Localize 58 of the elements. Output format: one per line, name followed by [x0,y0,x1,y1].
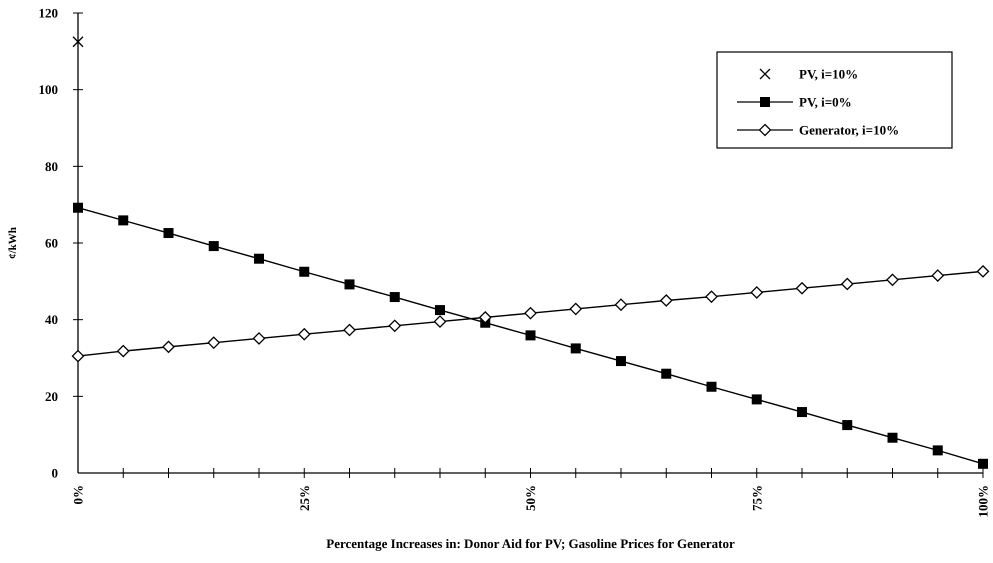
point [752,394,762,404]
point [388,320,401,332]
point [932,445,943,456]
point [72,350,84,362]
point [73,202,83,213]
point [72,36,84,48]
point [886,274,899,286]
y-tick-label: 100 [38,82,58,98]
point [570,343,581,354]
point [252,332,266,345]
x-tick-label: 100% [976,485,991,518]
point [117,344,130,358]
point [390,292,400,302]
y-tick-label: 20 [45,388,58,404]
point [162,340,175,354]
point [164,228,174,238]
point [208,336,220,349]
x-axis-title: Percentage Increases in: Donor Aid for PV; Gasoline Prices for Generator [326,536,735,551]
point [254,254,264,264]
x-tick-label: 25% [296,485,312,511]
point [932,269,944,282]
point [661,368,672,379]
legend-label: PV, i=0% [799,94,852,110]
legend-label: PV, i=10% [799,66,858,82]
point [841,278,854,290]
x-tick-label: 75% [749,485,764,511]
x-tick-label: 50% [523,485,538,511]
point [298,328,310,340]
point [526,330,536,340]
point [842,420,852,430]
legend-label: Generator, i=10% [799,122,900,138]
y-tick-label: 120 [38,6,58,21]
point [750,286,763,299]
point [976,265,990,278]
y-tick-label: 0 [52,466,58,481]
point [344,279,354,290]
x-tick-label: 0% [70,485,86,504]
point [435,305,445,316]
point [616,356,626,366]
point [343,324,356,336]
point [208,241,219,252]
y-tick-label: 40 [45,312,58,328]
point [705,290,718,303]
point [796,282,808,294]
point [888,432,898,443]
y-axis-title: ¢/kWh [7,227,19,259]
point [797,407,807,418]
point [660,294,672,307]
y-tick-label: 80 [45,158,58,174]
point [570,302,582,316]
point [434,315,446,328]
point [706,382,716,392]
point [614,298,628,311]
y-tick-label: 60 [45,236,58,251]
point [299,266,310,277]
point [118,215,128,226]
point [524,307,537,320]
point [978,458,988,469]
